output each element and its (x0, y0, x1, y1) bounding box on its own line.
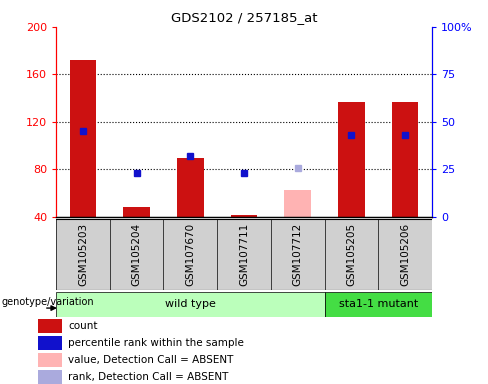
Text: GSM105204: GSM105204 (132, 222, 142, 286)
Text: genotype/variation: genotype/variation (1, 297, 94, 307)
Bar (338, 102, 365, 217)
Text: rank, Detection Call = ABSENT: rank, Detection Call = ABSENT (68, 372, 229, 382)
Bar (123, 207, 150, 217)
Text: wild type: wild type (165, 299, 216, 310)
Text: percentile rank within the sample: percentile rank within the sample (68, 338, 244, 348)
Text: GSM105206: GSM105206 (400, 222, 410, 286)
Text: count: count (68, 321, 98, 331)
Title: GDS2102 / 257185_at: GDS2102 / 257185_at (171, 11, 317, 24)
Bar (325, 292, 432, 317)
Text: GSM107712: GSM107712 (293, 222, 303, 286)
Bar (38, 353, 61, 367)
Text: GSM107670: GSM107670 (185, 222, 195, 286)
Bar (392, 102, 419, 217)
Text: GSM105203: GSM105203 (78, 222, 88, 286)
Bar (38, 370, 61, 384)
Text: GSM105205: GSM105205 (346, 222, 356, 286)
Bar (230, 215, 258, 217)
Bar (70, 60, 97, 217)
Bar (38, 336, 61, 350)
Bar (177, 157, 204, 217)
Text: GSM107711: GSM107711 (239, 222, 249, 286)
Bar (56, 292, 325, 317)
Bar (284, 190, 311, 217)
Text: sta1-1 mutant: sta1-1 mutant (339, 299, 418, 310)
Text: value, Detection Call = ABSENT: value, Detection Call = ABSENT (68, 355, 234, 365)
Bar (38, 319, 61, 333)
